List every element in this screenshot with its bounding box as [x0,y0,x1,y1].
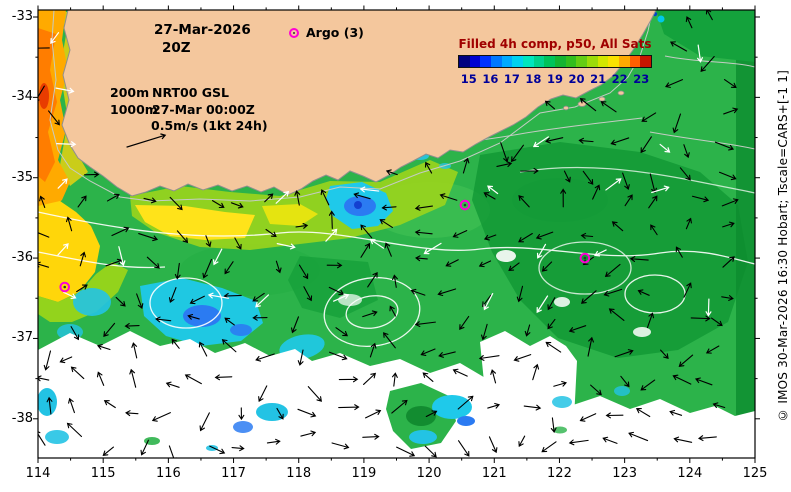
product-name: NRT00 GSL [152,85,230,100]
credit-watermark-wrap: © IMOS 30-Mar-2026 16:30 Hobart; Tscale=… [776,0,790,492]
axis-ticks [33,5,760,463]
plot-frame [37,9,756,459]
colorbar-tick: 16 [482,72,499,86]
colorbar-gradient [458,55,652,68]
x-tick-label: 124 [677,466,703,481]
y-tick-label: -36 [11,250,33,266]
colorbar-tick-labels: 15 16 17 18 19 20 21 22 23 [458,72,652,86]
vector-scale-label: 0.5m/s (1kt 24h) [151,118,268,133]
current-vectors-deep [38,10,739,458]
argo-marker-icon [289,27,299,38]
x-tick-label: 114 [25,466,51,481]
y-tick-label: -35 [11,169,33,185]
colorbar-tick: 19 [546,72,564,86]
analysis-date: 27-Mar-2026 [154,22,251,38]
x-tick-label: 119 [351,466,377,481]
argo-float-markers[interactable] [59,199,591,293]
y-tick-label: -33 [11,9,33,24]
colorbar-tick: 20 [568,72,585,86]
x-tick-label: 115 [90,466,116,481]
ssh-contours [38,166,755,347]
y-tick-label: -34 [11,89,33,105]
colorbar-tick: 23 [633,72,650,86]
x-tick-label: 117 [221,466,246,481]
contour-depth-1000m: 1000m [110,102,158,117]
colorbar-tick: 21 [590,72,607,86]
x-tick-label: 125 [742,466,768,481]
valid-time: 27-Mar 00:00Z [152,102,255,117]
y-tick-label: -37 [11,330,33,346]
contour-depth-200m: 200m [110,85,150,100]
current-vectors-surface [50,32,712,317]
colorbar-tick: 22 [611,72,628,86]
x-tick-label: 121 [481,466,507,481]
x-tick-label: 122 [547,466,572,481]
x-tick-label: 123 [612,466,638,481]
colorbar-tick: 18 [525,72,542,86]
analysis-time: 20Z [162,40,191,56]
credit-watermark: © IMOS 30-Mar-2026 16:30 Hobart; Tscale=… [776,70,790,422]
colorbar-tick: 17 [503,72,520,86]
colorbar: Filled 4h comp, p50, All Sats 15 16 17 18 19… [458,37,652,89]
sst-field [38,10,755,458]
colorbar-title: Filled 4h comp, p50, All Sats [458,37,652,51]
colorbar-tick: 15 [460,72,477,86]
argo-legend: Argo (3) [289,25,364,40]
x-tick-label: 118 [286,466,312,481]
x-tick-label: 120 [416,466,442,481]
y-tick-label: -38 [11,410,33,426]
x-tick-label: 116 [155,466,181,481]
argo-legend-label: Argo (3) [306,25,364,40]
product-info: 200m NRT00 GSL 1000m27-Mar 00:00Z [110,84,255,118]
